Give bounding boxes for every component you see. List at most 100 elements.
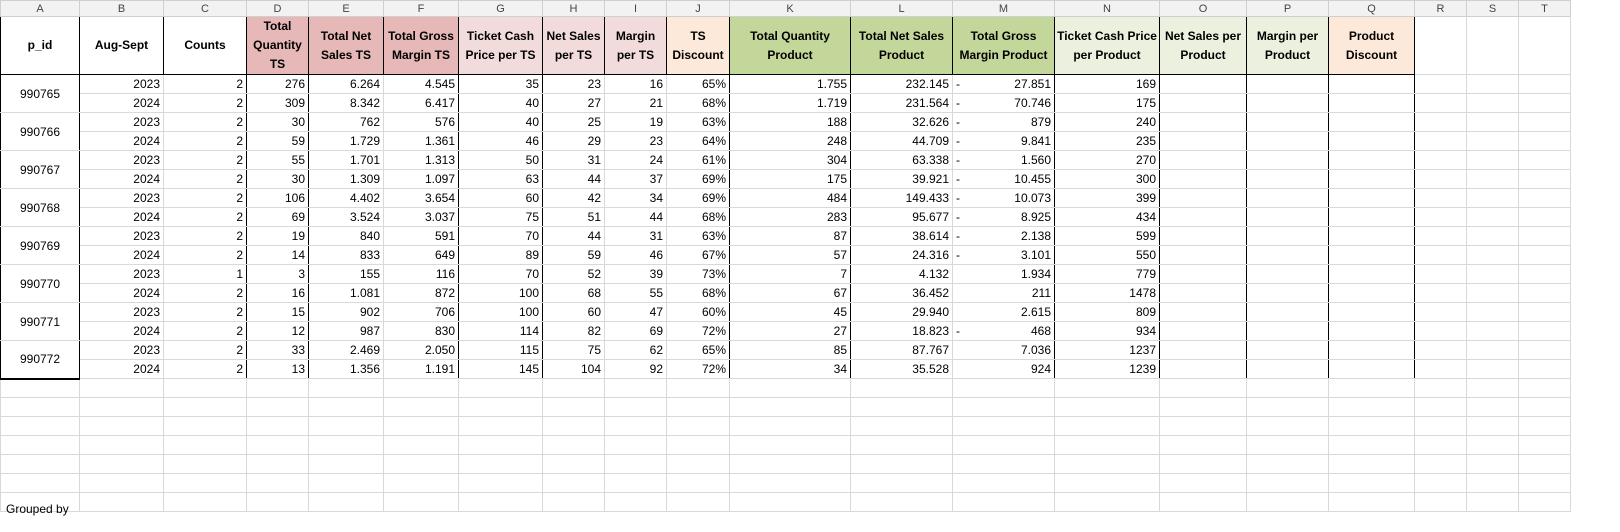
cell-i[interactable]: 44 [604,207,667,227]
empty-cell[interactable] [1414,416,1467,436]
empty-cell[interactable] [1518,112,1571,132]
empty-cell[interactable] [1054,435,1160,455]
empty-cell[interactable] [1518,473,1571,493]
cell-p[interactable] [1246,264,1329,284]
empty-cell[interactable] [666,454,730,474]
column-header-p[interactable]: P [1246,0,1329,17]
empty-cell[interactable] [1466,473,1519,493]
header-g[interactable]: Ticket Cash Price per TS [458,16,543,75]
cell-i[interactable]: 47 [604,302,667,322]
cell-m[interactable]: - 2.138 [952,226,1055,246]
empty-cell[interactable] [1328,473,1415,493]
cell-j[interactable]: 61% [666,150,730,170]
empty-cell[interactable] [1466,226,1519,246]
cell-o[interactable] [1159,340,1247,360]
empty-cell[interactable] [1518,74,1571,94]
empty-cell[interactable] [79,473,164,493]
cell-d[interactable]: 309 [246,93,309,113]
cell-i[interactable]: 37 [604,169,667,189]
empty-cell[interactable] [1466,207,1519,227]
empty-cell[interactable] [604,473,667,493]
empty-cell[interactable] [308,416,384,436]
cell-g[interactable]: 75 [458,207,543,227]
empty-cell[interactable] [383,435,459,455]
cell-pid[interactable]: 990770 [0,264,80,303]
empty-cell[interactable] [0,435,80,455]
empty-cell[interactable] [850,454,953,474]
empty-cell[interactable] [952,435,1055,455]
cell-i[interactable]: 92 [604,359,667,379]
cell-d[interactable]: 55 [246,150,309,170]
empty-cell[interactable] [458,435,543,455]
empty-cell[interactable] [1518,283,1571,303]
empty-cell[interactable] [604,435,667,455]
empty-cell[interactable] [79,435,164,455]
cell-k[interactable]: 188 [729,112,851,132]
empty-cell[interactable] [383,378,459,398]
empty-cell[interactable] [604,378,667,398]
cell-counts[interactable]: 2 [163,74,247,94]
empty-cell[interactable] [666,473,730,493]
header-pid[interactable]: p_id [0,16,80,75]
empty-cell[interactable] [1246,492,1329,512]
cell-d[interactable]: 3 [246,264,309,284]
cell-m[interactable]: - 468 [952,321,1055,341]
cell-k[interactable]: 1.755 [729,74,851,94]
empty-cell[interactable] [542,397,605,417]
cell-f[interactable]: 2.050 [383,340,459,360]
cell-p[interactable] [1246,112,1329,132]
empty-cell[interactable] [952,492,1055,512]
empty-cell[interactable] [729,454,851,474]
cell-h[interactable]: 51 [542,207,605,227]
cell-l[interactable]: 38.614 [850,226,953,246]
cell-n[interactable]: 779 [1054,264,1160,284]
empty-cell[interactable] [383,397,459,417]
cell-d[interactable]: 106 [246,188,309,208]
cell-pid[interactable]: 990766 [0,112,80,151]
empty-cell[interactable] [1414,321,1467,341]
cell-g[interactable]: 100 [458,302,543,322]
cell-l[interactable]: 231.564 [850,93,953,113]
empty-cell[interactable] [1414,435,1467,455]
cell-f[interactable]: 4.545 [383,74,459,94]
cell-counts[interactable]: 1 [163,264,247,284]
header-h[interactable]: Net Sales per TS [542,16,605,75]
empty-cell[interactable] [666,492,730,512]
empty-cell[interactable] [604,397,667,417]
empty-cell[interactable] [604,416,667,436]
cell-h[interactable]: 44 [542,226,605,246]
empty-cell[interactable] [1518,454,1571,474]
empty-cell[interactable] [0,378,80,398]
empty-cell[interactable] [246,416,309,436]
cell-q[interactable] [1328,283,1415,303]
empty-cell[interactable] [1414,188,1467,208]
empty-cell[interactable] [666,435,730,455]
cell-d[interactable]: 69 [246,207,309,227]
cell-q[interactable] [1328,207,1415,227]
cell-year[interactable]: 2023 [79,302,164,322]
empty-cell[interactable] [1518,150,1571,170]
cell-n[interactable]: 1478 [1054,283,1160,303]
cell-i[interactable]: 39 [604,264,667,284]
cell-g[interactable]: 114 [458,321,543,341]
empty-cell[interactable] [1414,473,1467,493]
header-i[interactable]: Margin per TS [604,16,667,75]
cell-m[interactable]: - 70.746 [952,93,1055,113]
cell-i[interactable]: 21 [604,93,667,113]
cell-p[interactable] [1246,207,1329,227]
header-year[interactable]: Aug-Sept [79,16,164,75]
column-header-g[interactable]: G [458,0,543,17]
empty-cell[interactable] [1246,416,1329,436]
cell-h[interactable]: 31 [542,150,605,170]
cell-counts[interactable]: 2 [163,150,247,170]
empty-cell[interactable] [1414,264,1467,284]
header-counts[interactable]: Counts [163,16,247,75]
column-header-d[interactable]: D [246,0,309,17]
empty-cell[interactable] [1466,112,1519,132]
cell-o[interactable] [1159,264,1247,284]
empty-cell[interactable] [1466,492,1519,512]
empty-cell[interactable] [604,454,667,474]
empty-cell[interactable] [1466,93,1519,113]
cell-pid[interactable]: 990767 [0,150,80,189]
cell-d[interactable]: 19 [246,226,309,246]
